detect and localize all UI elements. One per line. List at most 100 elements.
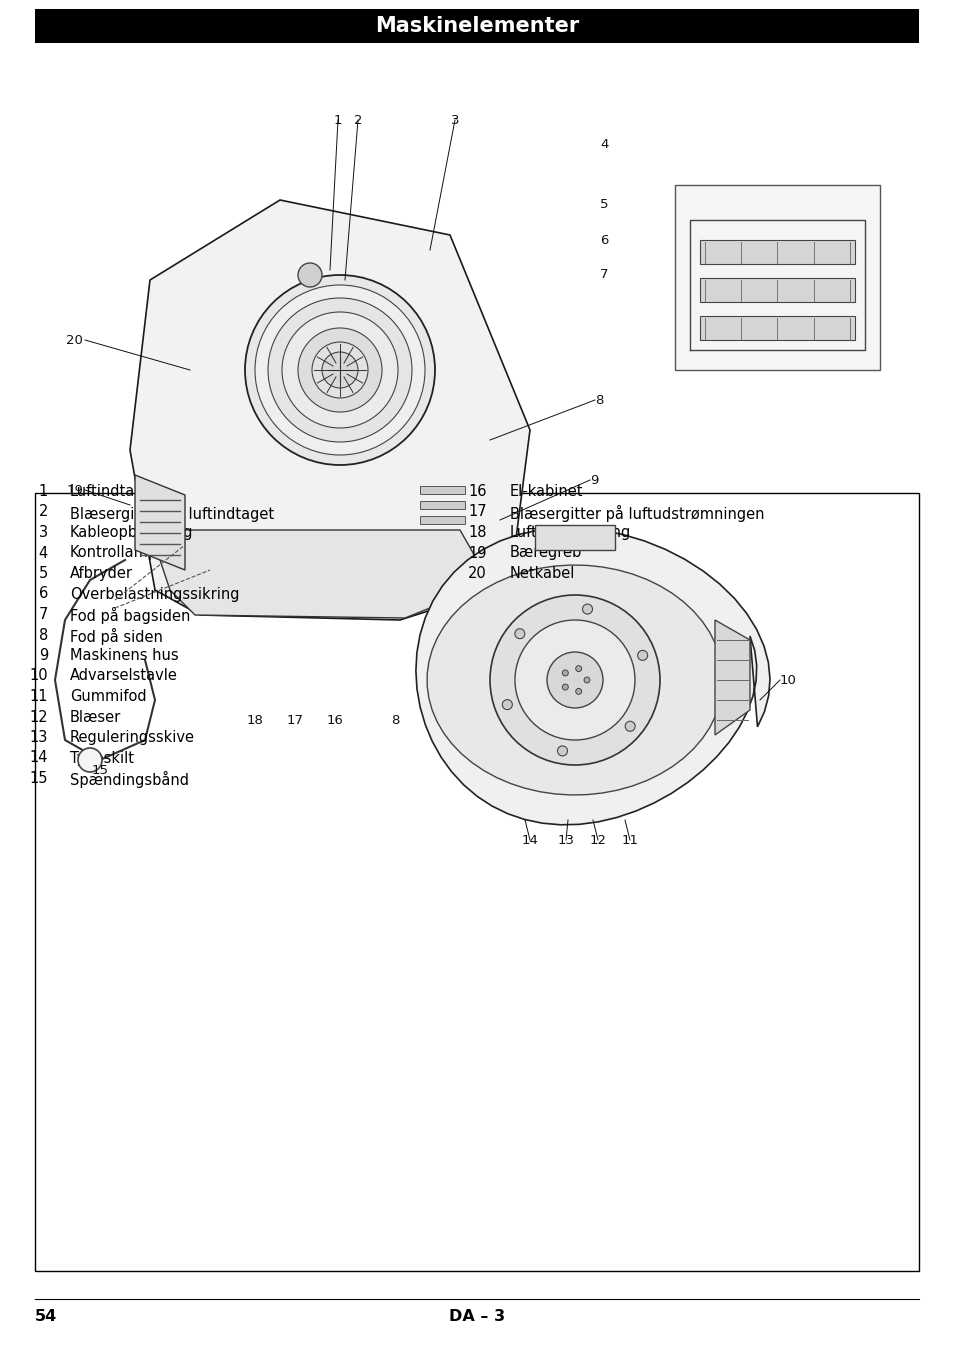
Circle shape [282,311,397,428]
Text: Bæregreb: Bæregreb [510,546,581,561]
Text: 54: 54 [35,1309,57,1324]
Text: 5: 5 [599,199,608,211]
Circle shape [624,722,635,731]
Text: 17: 17 [286,714,303,727]
Bar [675,185,879,370]
Polygon shape [135,475,185,570]
Text: DA – 3: DA – 3 [449,1309,504,1324]
Circle shape [561,670,568,676]
Text: 1: 1 [39,483,48,500]
Bar [35,493,918,1271]
Text: Blæsergitter på luftudstrømningen: Blæsergitter på luftudstrømningen [510,505,763,521]
Text: 11: 11 [620,834,638,846]
Text: 4: 4 [39,546,48,561]
Circle shape [78,747,102,772]
Circle shape [582,604,592,615]
Text: 4: 4 [599,138,608,152]
Polygon shape [130,200,530,620]
Bar [419,501,464,509]
Circle shape [297,263,322,287]
Text: 15: 15 [30,770,48,787]
Text: Maskinens hus: Maskinens hus [70,649,178,663]
Text: Kableopbevaring: Kableopbevaring [70,525,193,540]
Circle shape [561,684,568,691]
Text: El-kabinet: El-kabinet [510,483,583,500]
Text: 8: 8 [391,714,398,727]
Text: 14: 14 [30,750,48,765]
Bar [419,516,464,524]
Text: 17: 17 [468,505,486,520]
Text: 11: 11 [30,689,48,704]
Text: Typeskilt: Typeskilt [70,750,133,765]
Text: 8: 8 [595,394,602,406]
Text: 9: 9 [589,474,598,486]
Text: Kontrollampe: Kontrollampe [70,546,167,561]
Circle shape [312,343,368,398]
Text: 3: 3 [39,525,48,540]
Text: 19: 19 [66,483,83,497]
Text: 6: 6 [39,586,48,601]
Text: 16: 16 [468,483,486,500]
Circle shape [322,352,357,389]
Text: 2: 2 [38,505,48,520]
Text: Fod på siden: Fod på siden [70,627,163,645]
Text: Overbelastningssikring: Overbelastningssikring [70,586,239,601]
Text: 3: 3 [450,114,458,126]
Text: 16: 16 [326,714,343,727]
Bar [35,9,918,43]
Text: Blæser: Blæser [70,709,121,724]
Circle shape [490,594,659,765]
Bar [700,240,854,264]
Text: 8: 8 [39,627,48,643]
Text: Luftudstrømning: Luftudstrømning [510,525,631,540]
Text: 10: 10 [30,669,48,684]
Text: Luftindtag: Luftindtag [70,483,144,500]
Circle shape [297,328,381,412]
Text: Afbryder: Afbryder [70,566,132,581]
Text: 14: 14 [521,834,537,846]
Text: Advarselstavle: Advarselstavle [70,669,177,684]
Text: 6: 6 [599,233,608,246]
Polygon shape [714,620,749,735]
Bar [700,315,854,340]
Circle shape [575,688,581,695]
Circle shape [575,666,581,672]
Text: 18: 18 [468,525,486,540]
Circle shape [583,677,589,682]
Text: Gummifod: Gummifod [70,689,147,704]
Text: 20: 20 [468,566,486,581]
Polygon shape [427,565,722,795]
Text: 7: 7 [38,607,48,621]
Circle shape [245,275,435,464]
Text: 19: 19 [468,546,486,561]
Text: 12: 12 [30,709,48,724]
Polygon shape [160,529,479,617]
Bar [419,486,464,494]
Bar [700,278,854,302]
Circle shape [637,650,647,661]
Text: 20: 20 [66,333,83,347]
Circle shape [502,700,512,709]
Text: Blæsergitter på luftindtaget: Blæsergitter på luftindtaget [70,505,274,521]
Circle shape [515,628,524,639]
Text: 15: 15 [91,764,109,776]
Text: 2: 2 [354,114,362,126]
Text: Maskinelementer: Maskinelementer [375,16,578,37]
Text: 5: 5 [39,566,48,581]
Text: 10: 10 [780,673,796,686]
Text: 1: 1 [334,114,342,126]
Text: 18: 18 [246,714,263,727]
Polygon shape [535,525,615,550]
Circle shape [515,620,635,741]
Text: Spændingsbånd: Spændingsbånd [70,770,189,788]
Text: Netkabel: Netkabel [510,566,575,581]
Text: 7: 7 [599,268,608,282]
Polygon shape [416,528,769,825]
Circle shape [557,746,567,756]
Text: 13: 13 [557,834,574,846]
Text: 12: 12 [589,834,606,846]
Text: Reguleringsskive: Reguleringsskive [70,730,194,745]
Circle shape [546,653,602,708]
Text: Fod på bagsiden: Fod på bagsiden [70,607,191,624]
Circle shape [268,298,412,441]
